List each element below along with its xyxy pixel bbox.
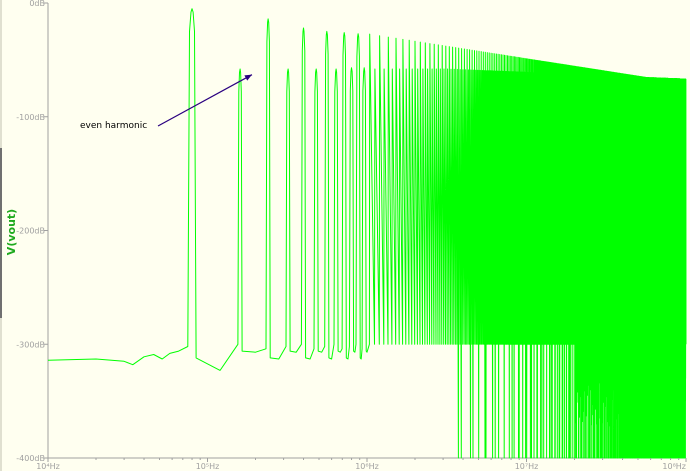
- y-tick-label: -100dB: [16, 113, 45, 122]
- y-axis-label: V(vout): [5, 209, 18, 255]
- y-tick-label: 0dB: [29, 0, 45, 8]
- x-axis-ticks: 10⁴Hz 10⁵Hz 10⁶Hz 10⁷Hz 10⁸Hz: [36, 458, 687, 471]
- x-tick-label: 10⁴Hz: [36, 462, 60, 471]
- x-tick-label: 10⁷Hz: [515, 462, 539, 471]
- annotation-arrow: [157, 74, 253, 127]
- voltage-trace: [47, 8, 687, 459]
- x-tick-label: 10⁸Hz: [662, 462, 686, 471]
- x-tick-label: 10⁵Hz: [196, 462, 220, 471]
- y-axis-ticks: 0dB -100dB -200dB -300dB -400dB: [16, 0, 48, 463]
- x-tick-label: 10⁶Hz: [355, 462, 379, 471]
- vout-spectrum-line: [47, 8, 687, 459]
- y-tick-label: -200dB: [16, 227, 45, 236]
- arrow-head: [244, 74, 252, 81]
- y-tick-label: -400dB: [16, 454, 45, 463]
- arrow-shaft: [157, 74, 253, 127]
- y-tick-label: -300dB: [16, 340, 45, 349]
- even-harmonic-annotation: even harmonic: [80, 121, 147, 131]
